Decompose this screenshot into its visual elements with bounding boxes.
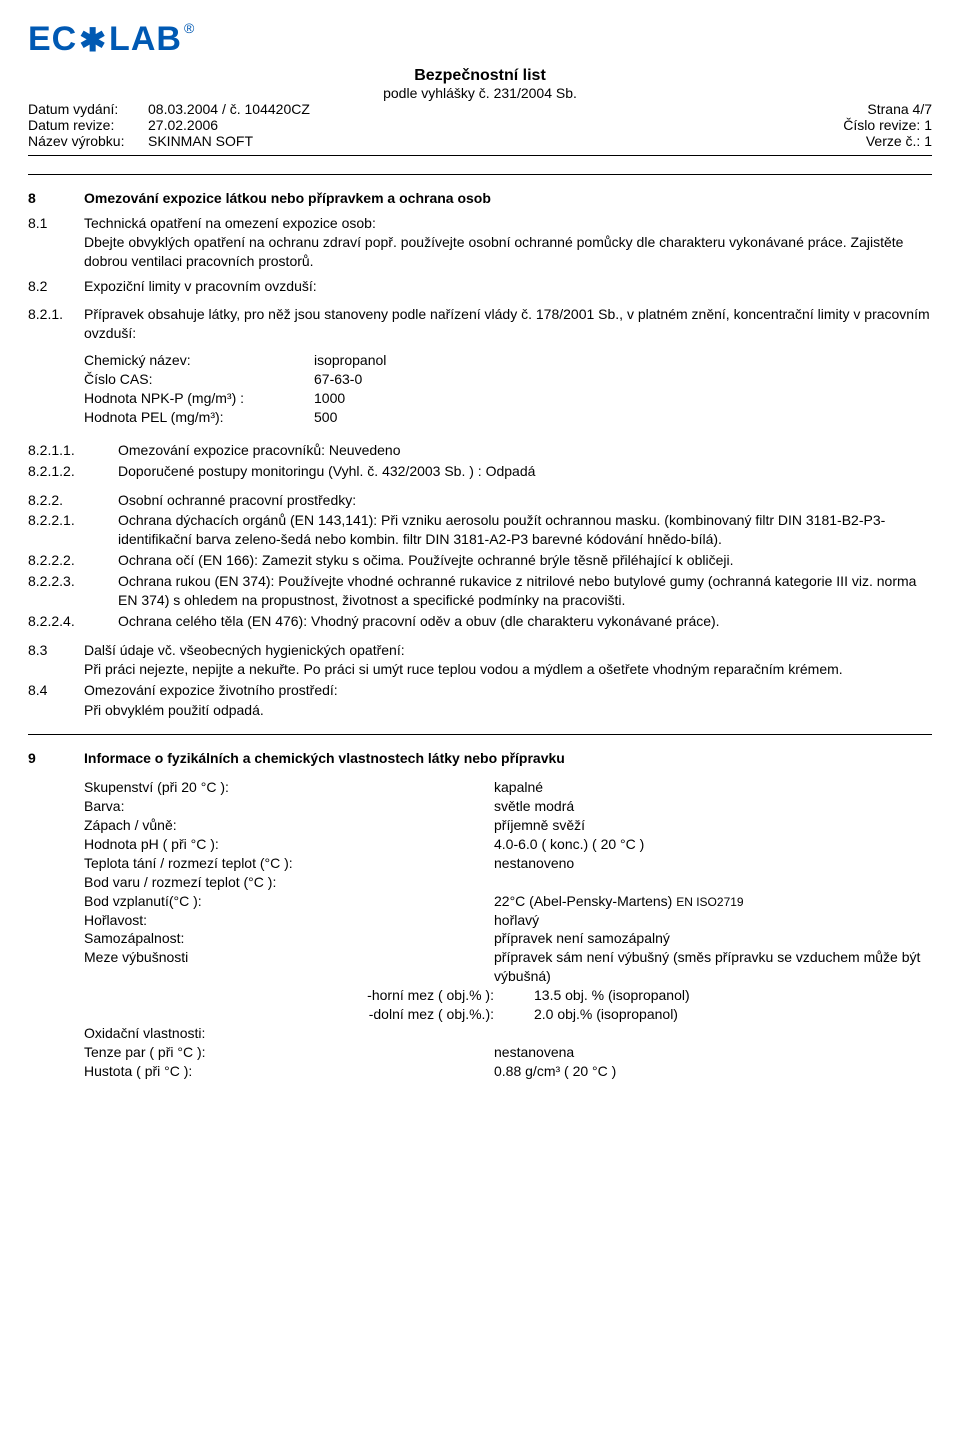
sec84-body: Při obvyklém použití odpadá. [84, 701, 932, 720]
properties-block: Skupenství (při 20 °C ):kapalné Barva:sv… [28, 778, 932, 1080]
dens-value: 0.88 g/cm³ ( 20 °C ) [494, 1062, 932, 1081]
flam-label: Hořlavost: [84, 911, 494, 930]
chem-cas-value: 67-63-0 [314, 370, 932, 389]
sec8221-num: 8.2.2.1. [28, 511, 118, 549]
chem-pel-value: 500 [314, 408, 932, 427]
issue-date-label: Datum vydání: [28, 101, 148, 117]
sec83-title: Další údaje vč. všeobecných hygienických… [84, 641, 932, 660]
ph-value: 4.0-6.0 ( konc.) ( 20 °C ) [494, 835, 932, 854]
doc-subtitle: podle vyhlášky č. 231/2004 Sb. [28, 85, 932, 101]
section-9: 9 Informace o fyzikálních a chemických v… [28, 749, 932, 1080]
sec82-num: 8.2 [28, 277, 84, 296]
header-divider [28, 155, 932, 156]
sec822-title: Osobní ochranné pracovní prostředky: [118, 491, 932, 510]
color-value: světle modrá [494, 797, 932, 816]
logo-star-icon: ✱ [79, 21, 107, 59]
auto-label: Samozápalnost: [84, 929, 494, 948]
upper-label: -horní mez ( obj.% ): [84, 986, 534, 1005]
chem-npk-label: Hodnota NPK-P (mg/m³) : [84, 389, 314, 408]
sec8223-num: 8.2.2.3. [28, 572, 118, 610]
sec8221-body: Ochrana dýchacích orgánů (EN 143,141): P… [118, 511, 932, 549]
sec8-num: 8 [28, 189, 84, 208]
revision-date-label: Datum revize: [28, 117, 148, 133]
odor-label: Zápach / vůně: [84, 816, 494, 835]
oxid-value [494, 1024, 932, 1043]
odor-value: příjemně svěží [494, 816, 932, 835]
trademark-icon: ® [184, 20, 194, 36]
logo-part2: LAB [109, 20, 182, 59]
expl-label: Meze výbušnosti [84, 948, 494, 986]
tenze-value: nestanovena [494, 1043, 932, 1062]
sec83-body: Při práci nejezte, nepijte a nekuřte. Po… [84, 660, 932, 679]
ph-label: Hodnota pH ( při °C ): [84, 835, 494, 854]
melt-value: nestanoveno [494, 854, 932, 873]
boil-value [494, 873, 932, 892]
expl-value: přípravek sám není výbušný (směs příprav… [494, 948, 932, 986]
sec84-num: 8.4 [28, 681, 84, 700]
sec8222-num: 8.2.2.2. [28, 551, 118, 570]
product-name-value: SKINMAN SOFT [148, 133, 253, 149]
boil-label: Bod varu / rozmezí teplot (°C ): [84, 873, 494, 892]
sec8222-body: Ochrana očí (EN 166): Zamezit styku s oč… [118, 551, 932, 570]
flash-label: Bod vzplanutí(°C ): [84, 892, 494, 911]
meta-block: Datum vydání: 08.03.2004 / č. 104420CZ D… [28, 101, 932, 149]
sec821-num: 8.2.1. [28, 305, 84, 343]
sec821-body: Přípravek obsahuje látky, pro něž jsou s… [84, 305, 932, 343]
state-value: kapalné [494, 778, 932, 797]
version-number: Verze č.: 1 [843, 133, 932, 149]
sec8212-num: 8.2.1.2. [28, 462, 118, 481]
sec82-title: Expoziční limity v pracovním ovzduší: [84, 277, 932, 296]
lower-value: 2.0 obj.% (isopropanol) [534, 1005, 932, 1024]
auto-value: přípravek není samozápalný [494, 929, 932, 948]
sec8224-num: 8.2.2.4. [28, 612, 118, 631]
revision-date-value: 27.02.2006 [148, 117, 218, 133]
top-body-divider [28, 174, 932, 175]
doc-title: Bezpečnostní list [28, 67, 932, 85]
chem-name-value: isopropanol [314, 351, 932, 370]
sec8212-body: Doporučené postupy monitoringu (Vyhl. č.… [118, 462, 932, 481]
flam-value: hořlavý [494, 911, 932, 930]
chem-name-label: Chemický název: [84, 351, 314, 370]
sec8211-body: Omezování expozice pracovníků: Neuvedeno [118, 441, 932, 460]
meta-right: Strana 4/7 Číslo revize: 1 Verze č.: 1 [843, 101, 932, 149]
mid-body-divider [28, 734, 932, 735]
sec9-num: 9 [28, 749, 84, 768]
sec8-title: Omezování expozice látkou nebo přípravke… [84, 189, 932, 208]
logo-part1: EC [28, 20, 77, 59]
dens-label: Hustota ( při °C ): [84, 1062, 494, 1081]
chemical-block: Chemický název: isopropanol Číslo CAS: 6… [28, 351, 932, 427]
sec81-title: Technická opatření na omezení expozice o… [84, 214, 932, 233]
section-8: 8 Omezování expozice látkou nebo příprav… [28, 189, 932, 720]
product-name-label: Název výrobku: [28, 133, 148, 149]
issue-date-value: 08.03.2004 / č. 104420CZ [148, 101, 310, 117]
state-label: Skupenství (při 20 °C ): [84, 778, 494, 797]
lower-label: -dolní mez ( obj.%.): [84, 1005, 534, 1024]
color-label: Barva: [84, 797, 494, 816]
sec9-title: Informace o fyzikálních a chemických vla… [84, 749, 932, 768]
chem-cas-label: Číslo CAS: [84, 370, 314, 389]
sec8223-body: Ochrana rukou (EN 374): Používejte vhodn… [118, 572, 932, 610]
sec8224-body: Ochrana celého těla (EN 476): Vhodný pra… [118, 612, 932, 631]
chem-npk-value: 1000 [314, 389, 932, 408]
sec81-body: Dbejte obvyklých opatření na ochranu zdr… [84, 233, 932, 271]
sec84-title: Omezování expozice životního prostředí: [84, 681, 932, 700]
chem-pel-label: Hodnota PEL (mg/m³): [84, 408, 314, 427]
logo: EC✱LAB ® [28, 20, 932, 59]
meta-left: Datum vydání: 08.03.2004 / č. 104420CZ D… [28, 101, 310, 149]
flash-value: 22°C (Abel-Pensky-Martens) EN ISO2719 [494, 892, 932, 911]
upper-value: 13.5 obj. % (isopropanol) [534, 986, 932, 1005]
logo-text: EC✱LAB [28, 20, 182, 59]
revision-number: Číslo revize: 1 [843, 117, 932, 133]
melt-label: Teplota tání / rozmezí teplot (°C ): [84, 854, 494, 873]
tenze-label: Tenze par ( při °C ): [84, 1043, 494, 1062]
page-number: Strana 4/7 [843, 101, 932, 117]
sec81-num: 8.1 [28, 214, 84, 271]
sec83-num: 8.3 [28, 641, 84, 679]
sec8211-num: 8.2.1.1. [28, 441, 118, 460]
sec822-num: 8.2.2. [28, 491, 118, 510]
document-page: EC✱LAB ® Bezpečnostní list podle vyhlášk… [0, 0, 960, 1101]
oxid-label: Oxidační vlastnosti: [84, 1024, 494, 1043]
